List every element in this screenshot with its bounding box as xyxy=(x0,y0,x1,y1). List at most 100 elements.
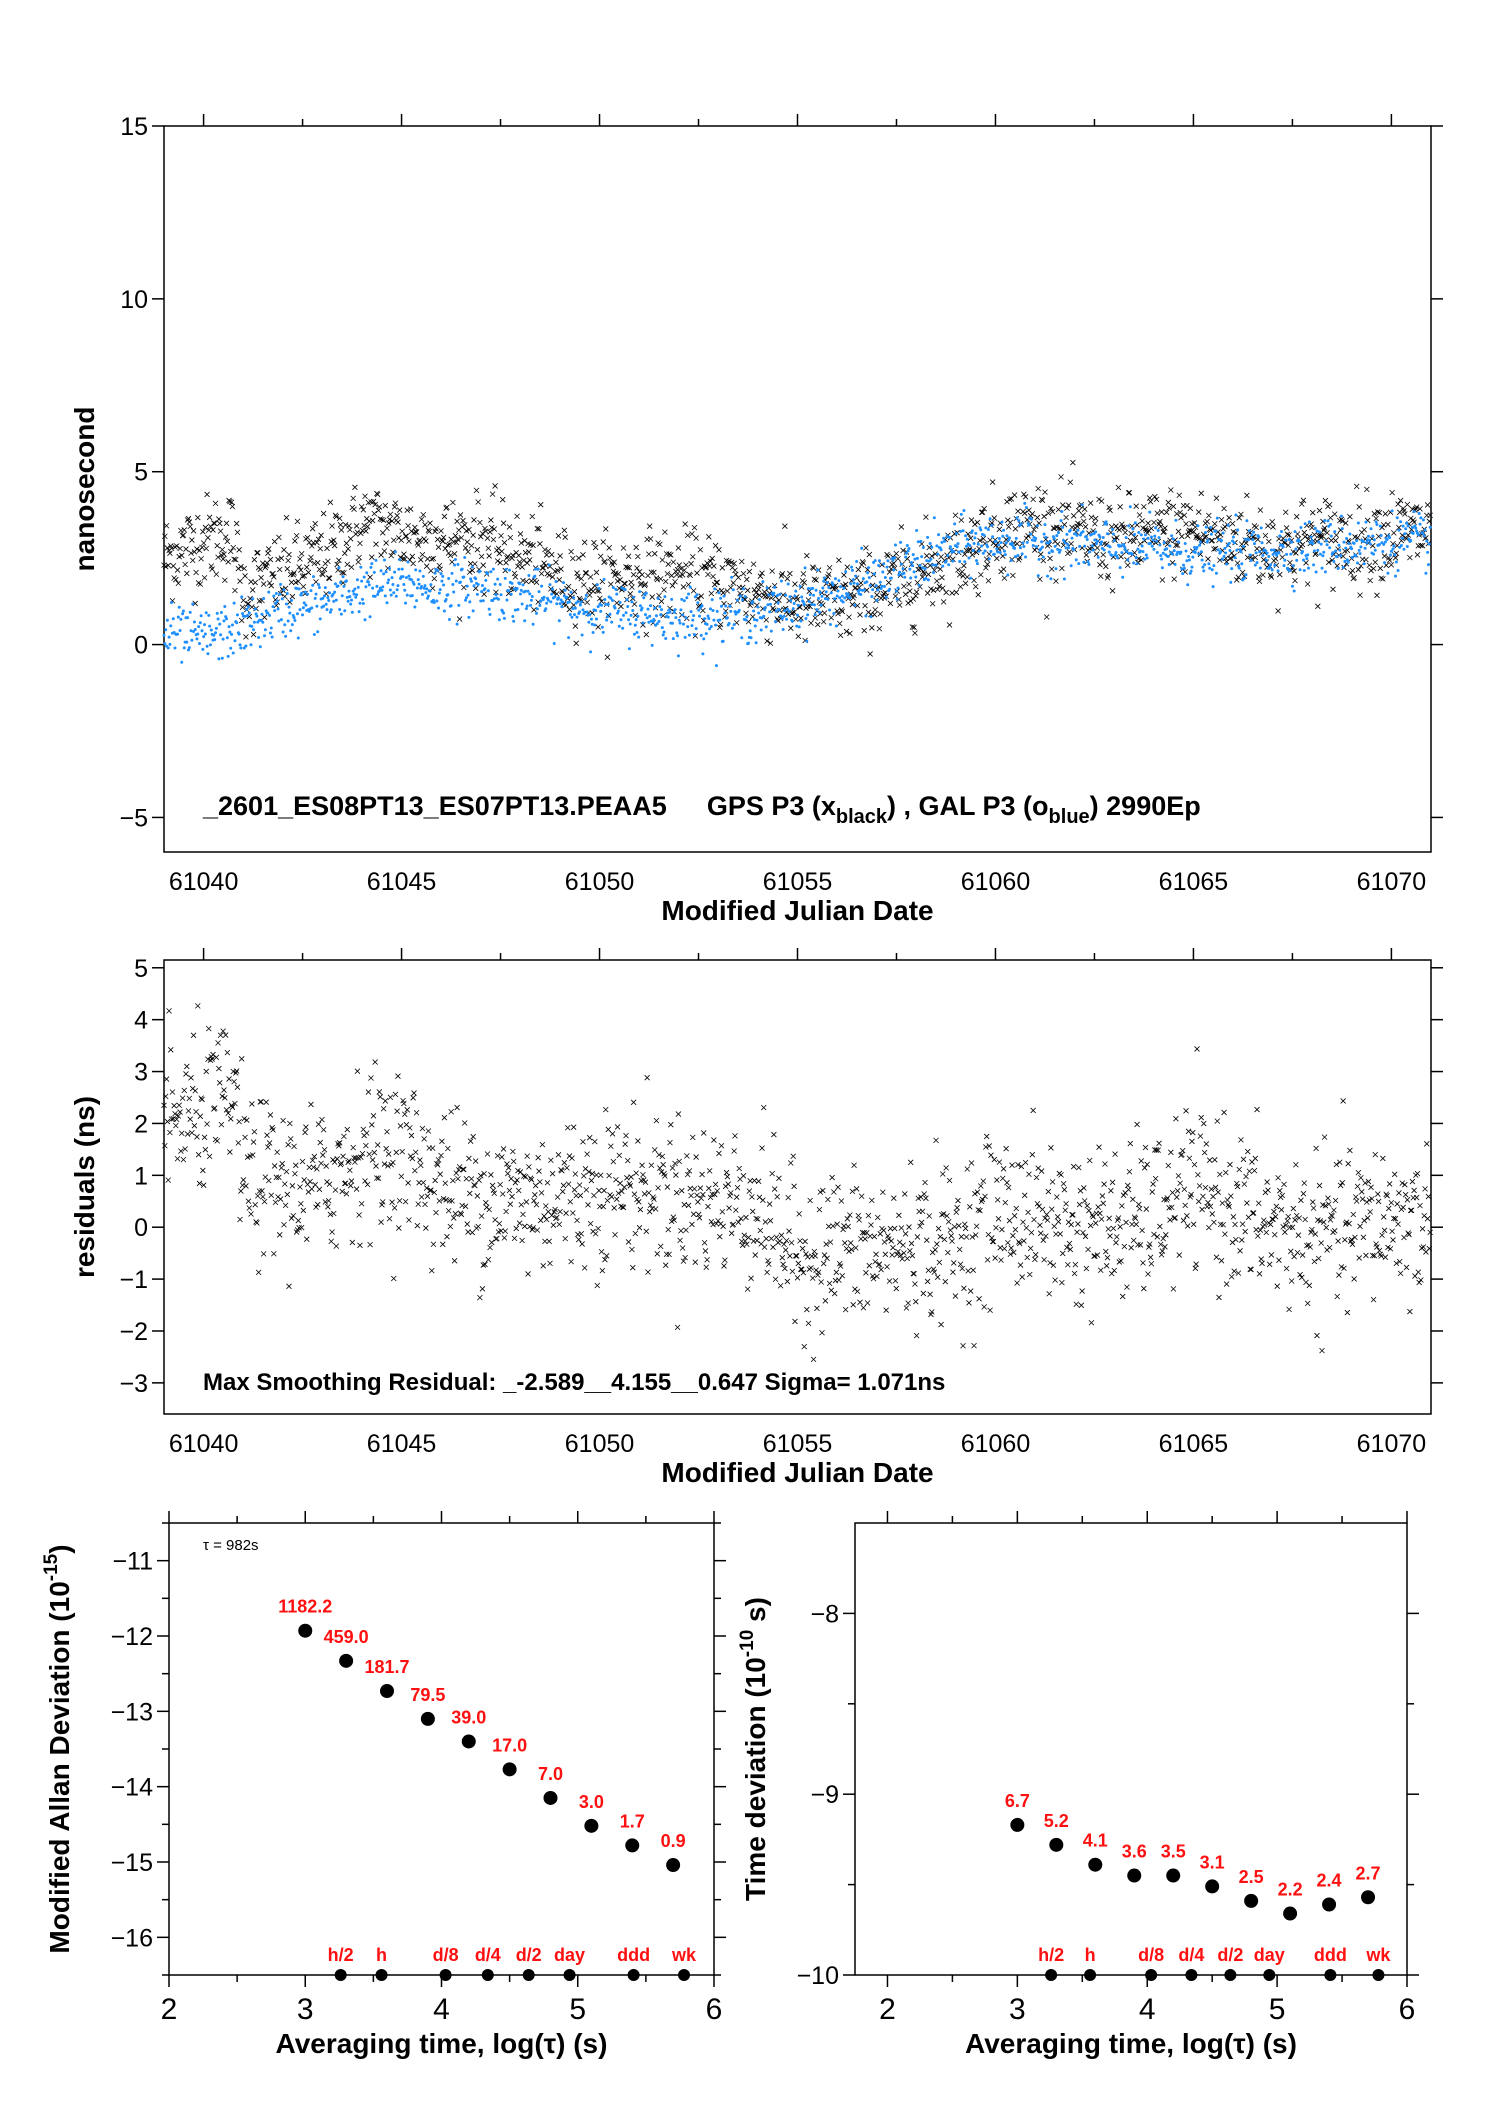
gal-point xyxy=(671,637,675,641)
gps-point xyxy=(771,582,778,589)
gps-point xyxy=(934,578,940,584)
gal-point xyxy=(995,547,999,551)
tau-marker xyxy=(1372,1969,1385,1981)
gps-point xyxy=(938,1321,944,1328)
gal-point xyxy=(881,570,885,574)
gps-point xyxy=(902,591,909,598)
gps-point xyxy=(424,1193,431,1199)
gal-point xyxy=(821,586,825,590)
gal-point xyxy=(235,621,239,625)
gps-point xyxy=(1067,479,1074,486)
gps-point xyxy=(288,1215,295,1221)
gps-point xyxy=(1326,1201,1332,1207)
gps-point xyxy=(822,1298,829,1304)
gal-point xyxy=(341,575,345,579)
gal-point xyxy=(646,607,650,611)
gps-point xyxy=(1205,556,1211,562)
gps-point xyxy=(494,1235,500,1242)
gal-point xyxy=(920,555,924,559)
gps-point xyxy=(1363,1252,1369,1259)
gal-point xyxy=(575,615,579,619)
gps-point xyxy=(1193,534,1199,540)
gps-point xyxy=(1072,1261,1079,1268)
gal-point xyxy=(825,581,829,585)
gps-point xyxy=(1388,1199,1395,1206)
gps-point xyxy=(233,520,240,527)
gps-point xyxy=(1316,1182,1323,1189)
gps-point xyxy=(306,1164,313,1171)
gps-point xyxy=(1101,1181,1107,1188)
gal-point xyxy=(1363,546,1367,550)
gal-point xyxy=(688,585,692,589)
gal-point xyxy=(941,564,945,568)
gps-point xyxy=(247,595,253,602)
gps-point xyxy=(266,580,273,586)
gps-point xyxy=(1032,547,1038,553)
gps-point xyxy=(772,1276,779,1283)
gps-point xyxy=(224,538,231,545)
gps-point xyxy=(254,549,261,556)
time-series-plot: _2601_ES08PT13_ES07PT13.PEAA5 GPS P3 (xbl… xyxy=(69,113,1443,926)
x-tick-label: 61070 xyxy=(1357,1430,1427,1458)
gal-point xyxy=(1211,585,1215,589)
gal-point xyxy=(180,660,184,664)
gal-point xyxy=(567,600,571,604)
gps-point xyxy=(1059,565,1065,572)
gps-point xyxy=(1329,1213,1335,1219)
gps-point xyxy=(587,1220,594,1227)
gal-point xyxy=(1043,523,1047,527)
gal-point xyxy=(296,636,300,640)
gal-point xyxy=(442,609,446,613)
gps-point xyxy=(1385,1205,1392,1212)
gps-point xyxy=(1240,545,1247,552)
gps-point xyxy=(1147,498,1154,505)
gps-point xyxy=(410,560,416,567)
gal-point xyxy=(1287,538,1291,542)
gps-point xyxy=(578,1230,585,1237)
gps-point xyxy=(1125,1186,1132,1193)
gal-point xyxy=(193,627,197,631)
gps-point xyxy=(504,553,511,560)
gal-point xyxy=(562,594,566,598)
x-tick-label: 5 xyxy=(569,1993,586,2026)
gps-point xyxy=(770,605,776,612)
data-label: 39.0 xyxy=(451,1707,486,1727)
gps-point xyxy=(1135,1241,1141,1248)
gal-point xyxy=(1263,549,1267,553)
gal-point xyxy=(1051,550,1055,554)
gps-point xyxy=(888,1238,895,1244)
gps-point xyxy=(613,600,620,606)
gps-point xyxy=(511,570,518,577)
gps-point xyxy=(1043,1233,1049,1239)
gps-point xyxy=(787,625,794,631)
gps-point xyxy=(369,1157,376,1163)
gal-point xyxy=(338,608,342,612)
gps-point xyxy=(1184,1223,1191,1229)
tau-marker xyxy=(1045,1969,1058,1981)
gal-point xyxy=(899,540,903,544)
gps-point xyxy=(564,1124,571,1131)
gps-point xyxy=(650,1194,656,1200)
gps-point xyxy=(477,533,484,540)
gal-point xyxy=(822,579,826,583)
gps-point xyxy=(662,1262,669,1268)
gps-point xyxy=(556,1221,563,1228)
gps-point xyxy=(684,1153,690,1159)
gps-point xyxy=(831,597,838,604)
gps-point xyxy=(743,610,749,617)
gps-point xyxy=(1211,546,1217,552)
gps-point xyxy=(810,1356,817,1363)
gps-point xyxy=(1203,533,1210,540)
gps-point xyxy=(435,1157,442,1163)
gal-point xyxy=(641,621,645,625)
gal-point xyxy=(812,593,816,597)
gps-point xyxy=(745,1234,752,1241)
gal-point xyxy=(200,629,204,633)
gal-point xyxy=(225,617,229,621)
gps-point xyxy=(967,546,973,552)
gal-point xyxy=(870,595,874,599)
gps-point xyxy=(1360,1234,1367,1241)
gps-point xyxy=(608,1143,614,1150)
gal-point xyxy=(1162,540,1166,544)
gps-point xyxy=(760,1197,766,1203)
